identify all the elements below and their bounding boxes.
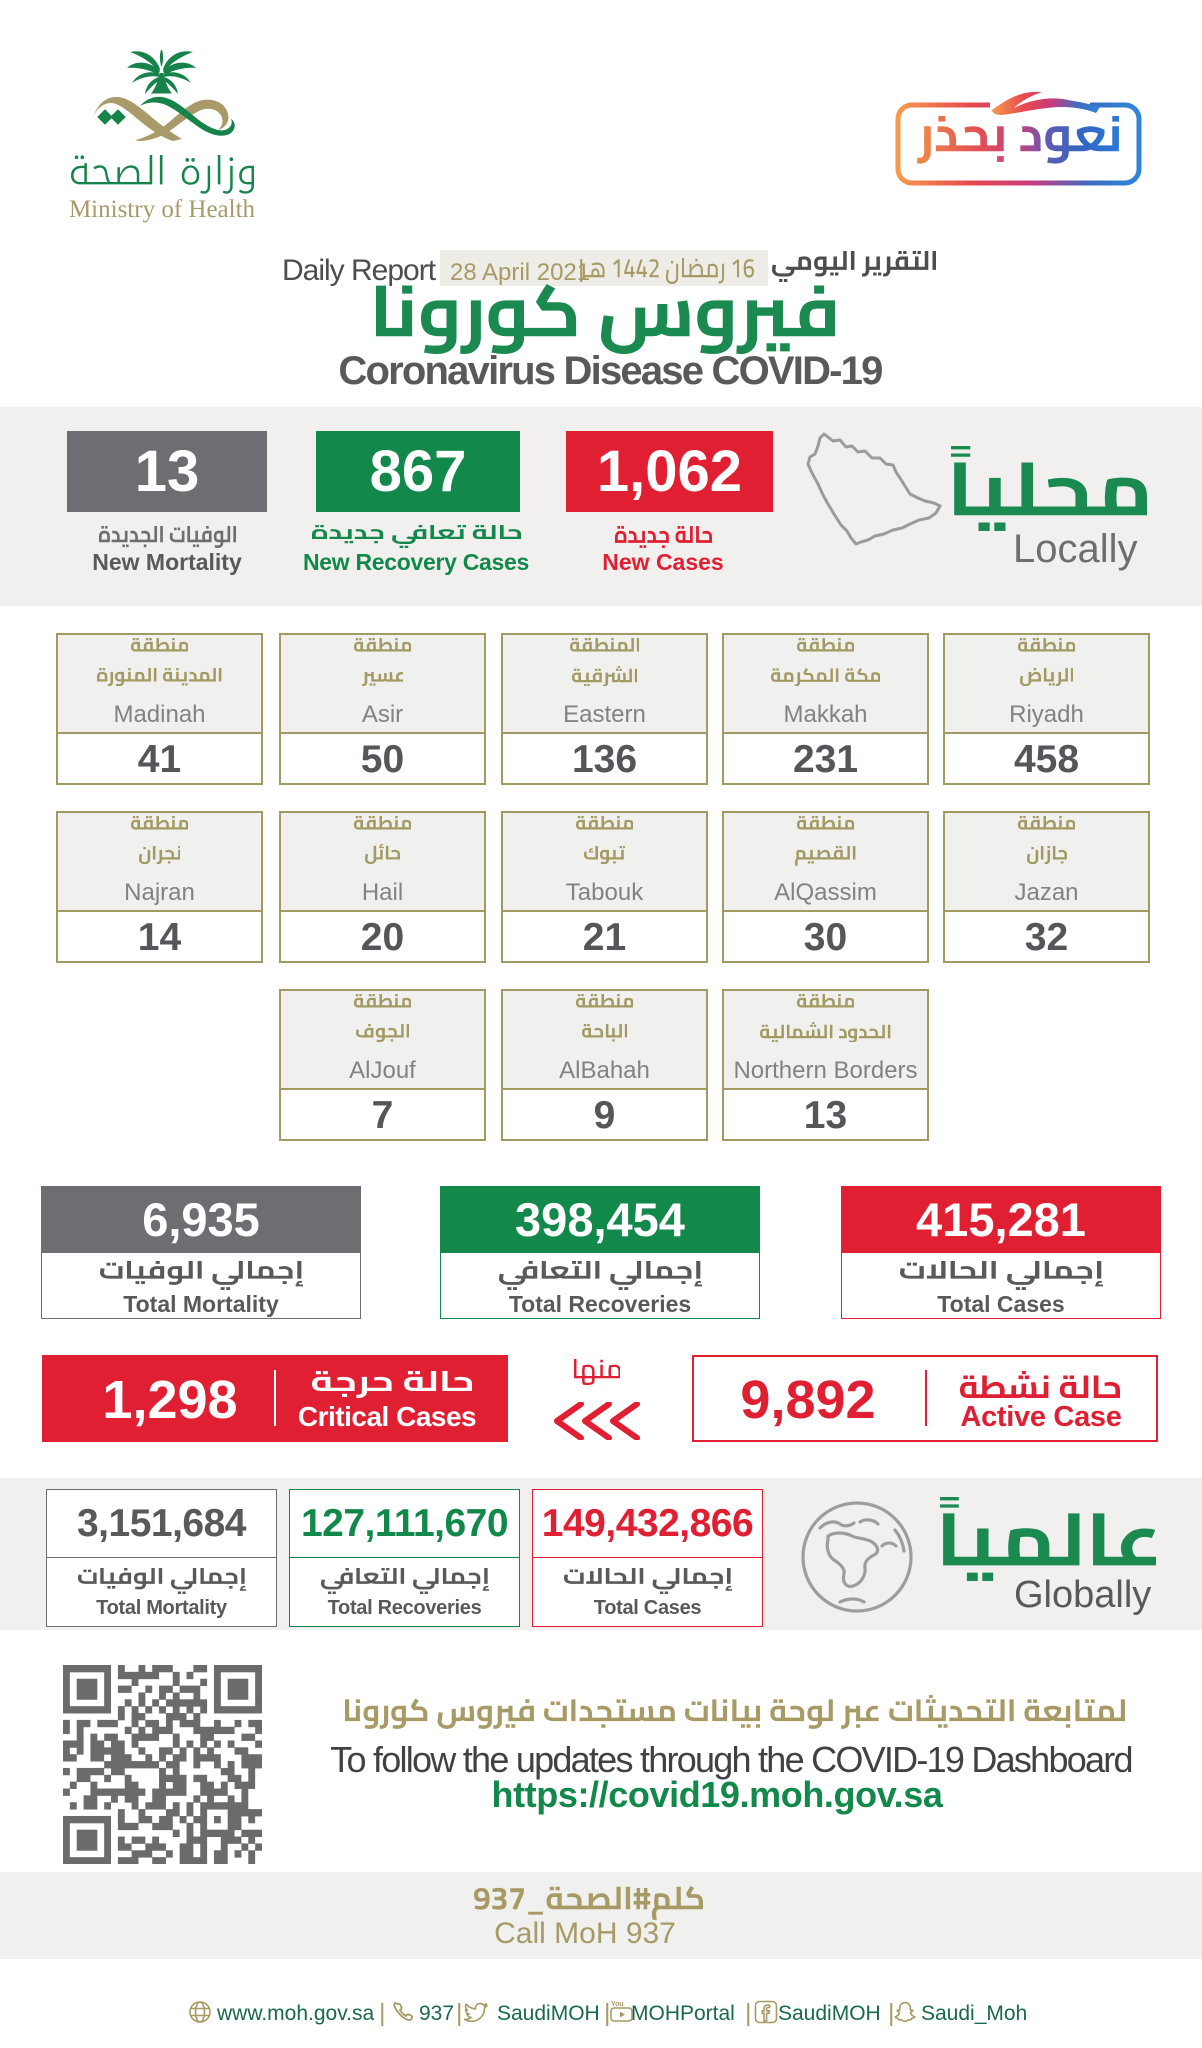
svg-text:You: You — [611, 2001, 624, 2008]
